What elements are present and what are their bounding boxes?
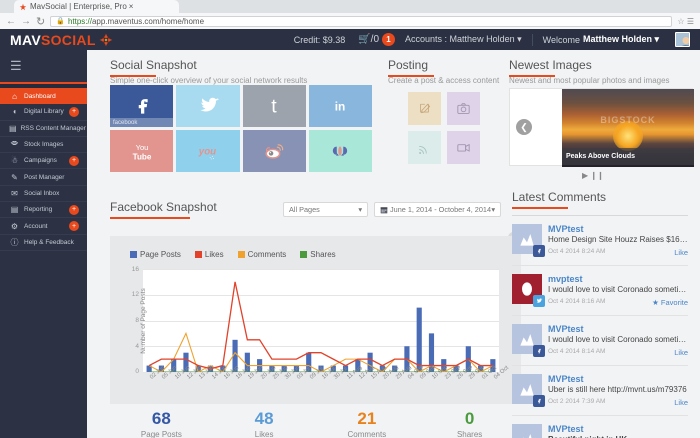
svg-text:t: t bbox=[271, 96, 277, 118]
svg-text:you: you bbox=[198, 146, 216, 157]
svg-text:Tube: Tube bbox=[132, 153, 151, 162]
svg-text:You: You bbox=[135, 143, 148, 152]
svg-text:in: in bbox=[335, 99, 346, 113]
